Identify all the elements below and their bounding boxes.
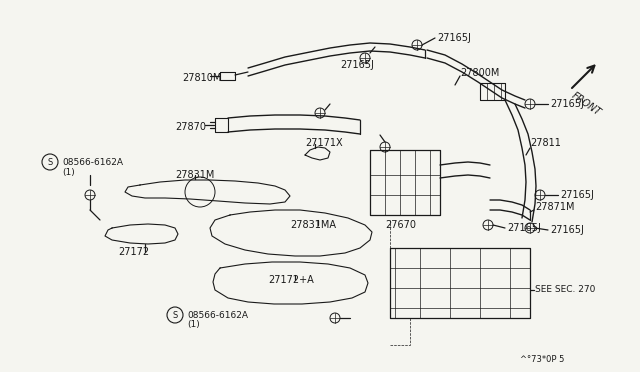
Text: ^°73*0P 5: ^°73*0P 5 [520,356,564,365]
Text: S: S [47,157,52,167]
Text: 27172+A: 27172+A [268,275,314,285]
Text: 27870: 27870 [175,122,206,132]
Text: FRONT: FRONT [569,90,602,117]
Text: 27810M: 27810M [182,73,221,83]
Text: (1): (1) [187,321,200,330]
Text: S: S [172,311,178,320]
Text: 27165J: 27165J [550,225,584,235]
Text: 08566-6162A: 08566-6162A [62,157,123,167]
Text: 27670: 27670 [385,220,416,230]
Text: SEE SEC. 270: SEE SEC. 270 [535,285,595,295]
Text: 27165J: 27165J [560,190,594,200]
Text: 27171X: 27171X [305,138,342,148]
Text: 27172: 27172 [118,247,149,257]
Text: 27165J: 27165J [437,33,471,43]
Text: 27800M: 27800M [460,68,499,78]
Text: 27165J: 27165J [340,60,374,70]
Text: 27811: 27811 [530,138,561,148]
Text: 08566-6162A: 08566-6162A [187,311,248,320]
Text: 27831M: 27831M [175,170,214,180]
Text: (1): (1) [62,167,75,176]
Text: 27165J: 27165J [550,99,584,109]
Text: 27165J: 27165J [507,223,541,233]
Text: 27871M: 27871M [535,202,575,212]
Text: 27831MA: 27831MA [290,220,336,230]
